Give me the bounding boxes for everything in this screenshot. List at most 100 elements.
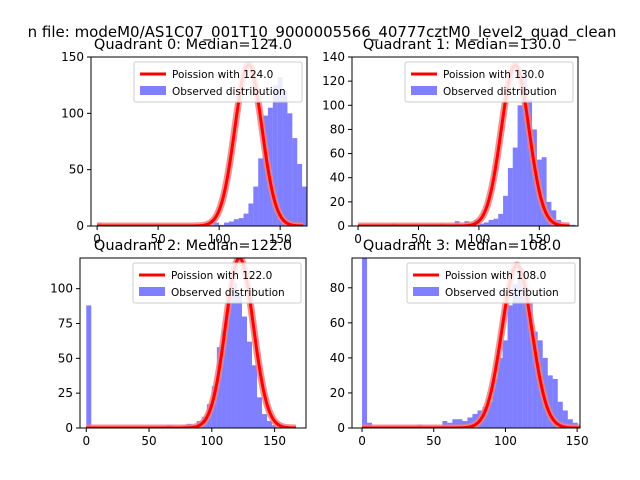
y-tick-label: 140 [322, 50, 345, 64]
legend-hist-swatch [140, 86, 166, 95]
histogram-bar [317, 220, 322, 226]
y-tick-label: 0 [337, 219, 345, 233]
x-tick-label: 150 [269, 232, 292, 246]
x-tick-label: 0 [358, 434, 366, 448]
histogram-bar [257, 397, 263, 428]
x-tick-label: 50 [411, 232, 426, 246]
histogram-bar [517, 270, 523, 428]
histogram-bar [567, 419, 573, 428]
histogram-bar [527, 99, 533, 226]
y-tick-label: 20 [330, 195, 345, 209]
x-tick-label: 150 [566, 434, 589, 448]
x-tick-label: 0 [82, 434, 90, 448]
subplot-title: Quadrant 3: Median=108.0 [363, 238, 561, 254]
legend-label-poisson: Poission with 130.0 [443, 69, 544, 81]
histogram-bar [552, 378, 558, 428]
histogram-bar [522, 75, 528, 226]
histogram-bar [246, 341, 253, 428]
histogram-bar [241, 316, 247, 428]
histogram-bars [86, 283, 293, 428]
x-tick-label: 50 [141, 434, 156, 448]
histogram-bar [547, 375, 553, 428]
histogram-bar [262, 414, 268, 428]
histogram-bar [238, 218, 244, 226]
y-tick-label: 100 [50, 282, 73, 296]
histogram-bar [512, 147, 518, 226]
axes-frame [90, 56, 308, 227]
histogram-bar [297, 164, 303, 226]
histogram-bar [221, 330, 227, 428]
histogram-bar [507, 168, 513, 226]
histogram-bar [267, 421, 273, 428]
legend-label-poisson: Poission with 122.0 [171, 270, 272, 282]
legend-hist-swatch [139, 287, 165, 296]
histogram-bar [302, 186, 307, 226]
legend-label-observed: Observed distribution [171, 287, 285, 299]
x-tick-label: 100 [467, 232, 490, 246]
plot-area [359, 258, 580, 428]
histogram-bar [233, 219, 239, 226]
histogram-bar [312, 216, 317, 226]
histogram-bar [282, 90, 288, 226]
legend-hist-swatch [411, 86, 437, 95]
x-tick-label: 150 [263, 434, 286, 448]
histogram-bar [497, 357, 503, 428]
histogram-bar [362, 258, 368, 428]
y-tick-label: 50 [58, 351, 73, 365]
subplot-title: Quadrant 1: Median=130.0 [363, 37, 561, 53]
subplot-title: Quadrant 0: Median=124.0 [94, 37, 292, 53]
histogram-bar [231, 283, 237, 428]
histogram-bar [532, 331, 538, 428]
y-tick-label: 75 [58, 316, 73, 330]
legend: Poission with 108.0 Observed distribution [406, 262, 576, 304]
histogram-bar [541, 157, 547, 226]
histogram-bar [224, 222, 229, 226]
y-tick-label: 80 [330, 281, 345, 295]
y-tick-label: 0 [76, 219, 84, 233]
axes-frame [79, 257, 307, 429]
histogram-bar [527, 301, 533, 428]
x-tick-label: 100 [494, 434, 517, 448]
subplot-quadrant-3: 0 50 100 150 0 20 40 60 80 Quadrant 3: Median=108… [330, 238, 589, 448]
y-tick-label: 50 [69, 163, 84, 177]
histogram-bar [483, 222, 489, 226]
histogram-bar [292, 138, 298, 226]
histogram-bar [322, 223, 327, 226]
histogram-bar [228, 221, 234, 226]
histogram-bar [272, 85, 278, 226]
histogram-bar [219, 224, 225, 226]
histogram-bar [442, 420, 448, 428]
legend: Poission with 122.0 Observed distribution [132, 262, 302, 304]
subplot-quadrant-2: 0 50 100 150 0 25 50 75 100 Quadrant 2: Median=12… [50, 238, 307, 448]
y-tick-label: 20 [330, 386, 345, 400]
x-tick-label: 0 [93, 232, 101, 246]
histogram-bar [517, 105, 523, 226]
histogram-bar [214, 222, 220, 226]
y-tick-label: 0 [65, 421, 73, 435]
axes-frame [351, 257, 581, 429]
histogram-bar [457, 419, 463, 428]
figure-suptitle: n file: modeM0/AS1C07_001T10_9000005566_… [28, 23, 617, 42]
histogram-bar [488, 219, 494, 226]
y-tick-label: 150 [61, 50, 84, 64]
legend-box [404, 61, 574, 103]
histogram-bar [258, 158, 264, 226]
legend-label-observed: Observed distribution [443, 86, 557, 98]
histogram-bar [512, 284, 518, 428]
histogram-bar [253, 186, 259, 226]
histogram-bar [452, 419, 458, 428]
histogram-bar [277, 77, 283, 226]
y-tick-label: 0 [337, 421, 345, 435]
histogram-bar [551, 210, 557, 226]
subplot-title: Quadrant 2: Median=122.0 [94, 238, 292, 254]
histogram-bar [236, 295, 242, 428]
histogram-bar [248, 203, 254, 226]
histogram-bar [507, 305, 513, 428]
histogram-bar [557, 401, 563, 428]
y-tick-label: 120 [322, 74, 345, 88]
legend-label-observed: Observed distribution [445, 287, 559, 299]
legend-label-observed: Observed distribution [172, 86, 286, 98]
histogram-bar [272, 425, 278, 428]
subplot-quadrant-0: 0 50 100 150 0 50 100 150 Quadrant 0: Median=124… [61, 37, 327, 246]
